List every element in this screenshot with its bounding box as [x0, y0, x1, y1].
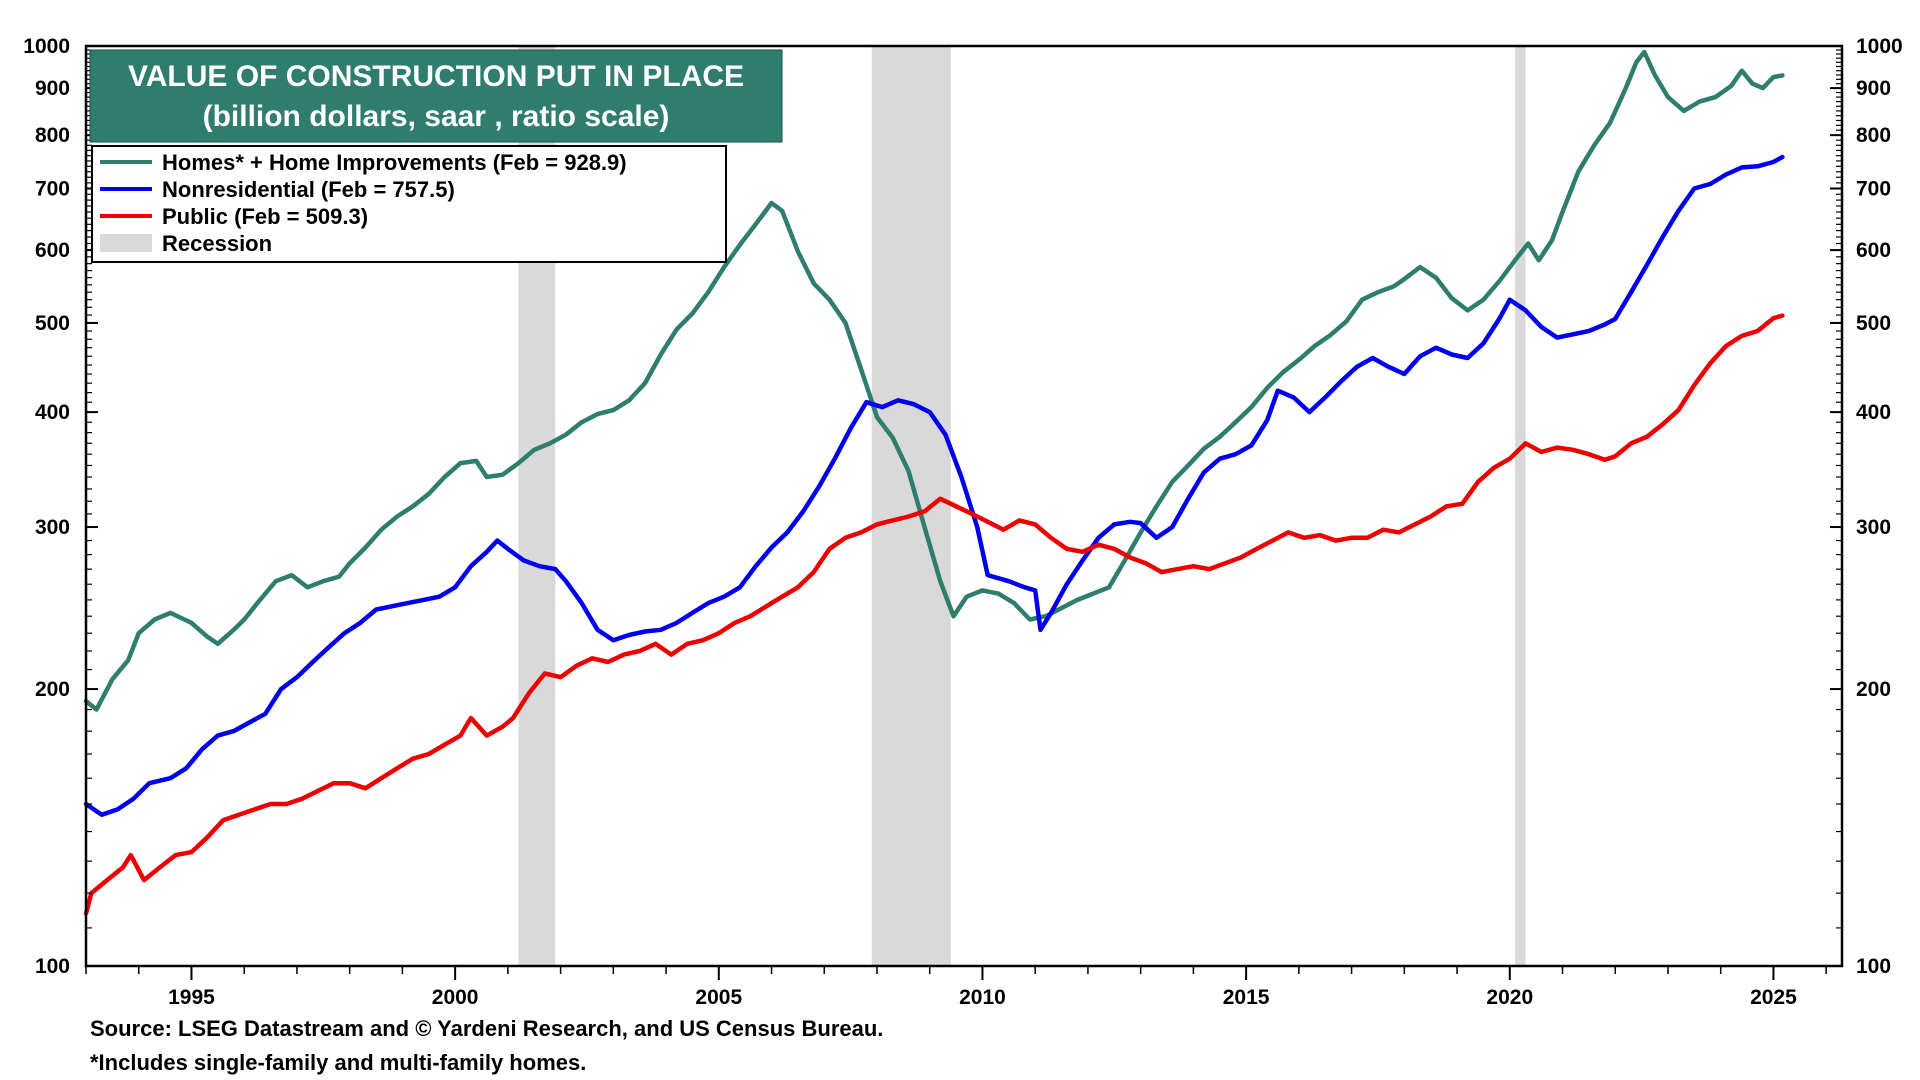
series-line-homes [83, 49, 1785, 712]
y-tick-label-right: 100 [1856, 955, 1891, 978]
y-tick-label-right: 700 [1856, 178, 1891, 201]
y-tick-label-left: 700 [35, 178, 70, 201]
y-tick-label-right: 1000 [1856, 35, 1903, 58]
y-tick-label-right: 600 [1856, 239, 1891, 262]
title-background [89, 49, 783, 143]
x-tick-label: 2015 [1223, 986, 1270, 1009]
y-tick-label-right: 900 [1856, 77, 1891, 100]
source-note: Source: LSEG Datastream and © Yardeni Re… [90, 1016, 884, 1041]
legend: Homes* + Home Improvements (Feb = 928.9)… [91, 145, 727, 263]
y-tick-label-left: 100 [35, 955, 70, 978]
y-tick-label-left: 500 [35, 312, 70, 335]
legend-label-public: Public (Feb = 509.3) [162, 204, 368, 229]
series-line-public [83, 313, 1785, 916]
x-tick-label: 2005 [695, 986, 742, 1009]
y-axis-ticks: 100 100 200 200 300 300 400 400 500 500 600 600 700 7… [23, 35, 1902, 978]
chart-title: VALUE OF CONSTRUCTION PUT IN PLACE [128, 60, 744, 93]
x-tick-label: 2010 [959, 986, 1006, 1009]
x-axis-ticks: 1995 2000 2005 2010 2015 2020 2025 [85, 966, 1827, 1009]
legend-box [91, 145, 727, 263]
y-tick-label-right: 200 [1856, 678, 1891, 701]
y-tick-label-right: 400 [1856, 401, 1891, 424]
y-tick-label-left: 300 [35, 516, 70, 539]
legend-label-recession: Recession [162, 231, 272, 256]
x-tick-label: 2000 [432, 986, 479, 1009]
legend-swatch-recession [100, 234, 152, 252]
recession-band-3 [1515, 46, 1526, 966]
x-tick-label: 2025 [1750, 986, 1797, 1009]
chart-subtitle: (billion dollars, saar , ratio scale) [203, 100, 670, 133]
y-tick-label-left: 900 [35, 77, 70, 100]
footnote: *Includes single-family and multi-family… [90, 1050, 587, 1075]
y-tick-label-left: 200 [35, 678, 70, 701]
y-tick-label-left: 400 [35, 401, 70, 424]
legend-label-homes: Homes* + Home Improvements (Feb = 928.9) [162, 150, 627, 175]
y-tick-label-left: 800 [35, 124, 70, 147]
y-tick-label-left: 600 [35, 239, 70, 262]
y-tick-label-right: 800 [1856, 124, 1891, 147]
x-tick-label: 2020 [1486, 986, 1533, 1009]
series-lines [83, 49, 1785, 916]
plot-frame [84, 44, 1844, 968]
series-line-nonresidential [83, 154, 1785, 818]
y-tick-label-left: 1000 [23, 35, 70, 58]
x-tick-label: 1995 [168, 986, 215, 1009]
y-tick-label-right: 500 [1856, 312, 1891, 335]
legend-label-nonresidential: Nonresidential (Feb = 757.5) [162, 177, 455, 202]
recession-band-2 [871, 46, 951, 966]
y-tick-label-right: 300 [1856, 516, 1891, 539]
title-box: VALUE OF CONSTRUCTION PUT IN PLACE (bill… [89, 49, 783, 143]
